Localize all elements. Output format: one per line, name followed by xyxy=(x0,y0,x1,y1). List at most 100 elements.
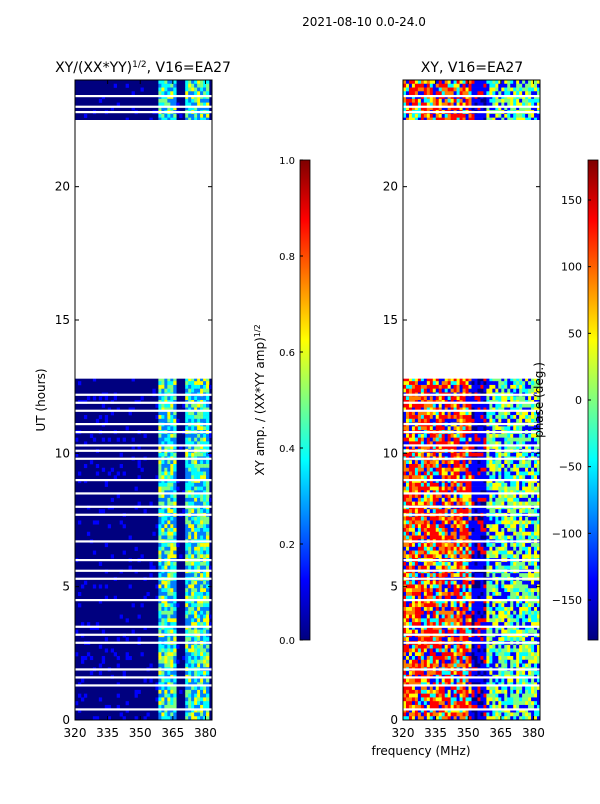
heatmap-cell xyxy=(200,630,203,634)
heatmap-cell xyxy=(433,464,436,468)
heatmap-cell xyxy=(513,487,516,491)
heatmap-cell xyxy=(188,584,191,588)
heatmap-cell xyxy=(483,566,486,570)
heatmap-cell xyxy=(516,434,519,438)
heatmap-cell xyxy=(489,483,492,487)
heatmap-cell xyxy=(525,91,528,95)
heatmap-cell xyxy=(412,385,415,389)
heatmap-cell xyxy=(135,487,138,491)
heatmap-cell xyxy=(418,502,421,506)
heatmap-cell xyxy=(531,524,534,528)
heatmap-cell xyxy=(203,584,206,588)
heatmap-cell xyxy=(418,464,421,468)
heatmap-cell xyxy=(489,91,492,95)
heatmap-cell xyxy=(501,554,504,558)
heatmap-cell xyxy=(528,389,531,393)
heatmap-cell xyxy=(430,468,433,472)
heatmap-cell xyxy=(167,396,170,400)
heatmap-cell xyxy=(167,660,170,664)
heatmap-cell xyxy=(463,547,466,551)
heatmap-cell xyxy=(197,472,200,476)
heatmap-cell xyxy=(504,520,507,524)
heatmap-cell xyxy=(170,701,173,705)
heatmap-cell xyxy=(472,551,475,555)
heatmap-cell xyxy=(442,419,445,423)
heatmap-cell xyxy=(424,543,427,547)
heatmap-cell xyxy=(418,551,421,555)
heatmap-cell xyxy=(466,584,469,588)
heatmap-cell xyxy=(409,434,412,438)
heatmap-cell xyxy=(457,114,460,118)
heatmap-cell xyxy=(164,618,167,622)
heatmap-cell xyxy=(185,547,188,551)
heatmap-cell xyxy=(466,509,469,513)
heatmap-cell xyxy=(406,551,409,555)
heatmap-cell xyxy=(197,80,200,84)
heatmap-cell xyxy=(498,404,501,408)
heatmap-cell xyxy=(158,528,161,532)
heatmap-cell xyxy=(457,551,460,555)
heatmap-cell xyxy=(466,592,469,596)
heatmap-cell xyxy=(203,84,206,88)
heatmap-cell xyxy=(534,502,537,506)
heatmap-cell xyxy=(418,483,421,487)
heatmap-cell xyxy=(188,664,191,668)
heatmap-cell xyxy=(412,475,415,479)
heatmap-cell xyxy=(504,80,507,84)
heatmap-cell xyxy=(460,464,463,468)
heatmap-cell xyxy=(203,509,206,513)
heatmap-cell xyxy=(191,99,194,103)
heatmap-cell xyxy=(415,562,418,566)
heatmap-cell xyxy=(528,581,531,585)
heatmap-cell xyxy=(161,697,164,701)
heatmap-cell xyxy=(409,404,412,408)
heatmap-cell xyxy=(477,99,480,103)
heatmap-cell xyxy=(433,91,436,95)
heatmap-cell xyxy=(445,562,448,566)
heatmap-cell xyxy=(158,618,161,622)
heatmap-cell xyxy=(516,453,519,457)
heatmap-cell xyxy=(421,438,424,442)
heatmap-cell xyxy=(185,592,188,596)
heatmap-cell xyxy=(173,483,176,487)
heatmap-cell xyxy=(430,588,433,592)
heatmap-cell xyxy=(480,528,483,532)
heatmap-cell xyxy=(442,502,445,506)
heatmap-cell xyxy=(141,468,144,472)
heatmap-cell xyxy=(483,532,486,536)
heatmap-cell xyxy=(445,453,448,457)
heatmap-cell xyxy=(492,438,495,442)
heatmap-cell xyxy=(436,453,439,457)
heatmap-cell xyxy=(448,80,451,84)
heatmap-cell xyxy=(206,114,209,118)
heatmap-cell xyxy=(191,645,194,649)
heatmap-cell xyxy=(406,554,409,558)
heatmap-cell xyxy=(463,419,466,423)
heatmap-cell xyxy=(469,532,472,536)
heatmap-cell xyxy=(206,88,209,92)
heatmap-cell xyxy=(507,464,510,468)
heatmap-cell xyxy=(433,517,436,521)
heatmap-cell xyxy=(191,618,194,622)
heatmap-cell xyxy=(173,114,176,118)
heatmap-cell xyxy=(433,520,436,524)
heatmap-cell xyxy=(472,438,475,442)
heatmap-cell xyxy=(486,415,489,419)
heatmap-cell xyxy=(185,622,188,626)
heatmap-cell xyxy=(158,690,161,694)
heatmap-cell xyxy=(457,584,460,588)
heatmap-cell xyxy=(436,472,439,476)
heatmap-cell xyxy=(185,645,188,649)
heatmap-cell xyxy=(424,502,427,506)
heatmap-cell xyxy=(117,494,120,498)
heatmap-cell xyxy=(424,404,427,408)
heatmap-cell xyxy=(200,498,203,502)
heatmap-cell xyxy=(522,415,525,419)
heatmap-cell xyxy=(525,543,528,547)
heatmap-cell xyxy=(200,532,203,536)
heatmap-cell xyxy=(469,385,472,389)
heatmap-cell xyxy=(421,547,424,551)
heatmap-cell xyxy=(448,528,451,532)
heatmap-cell xyxy=(421,468,424,472)
heatmap-cell xyxy=(451,588,454,592)
